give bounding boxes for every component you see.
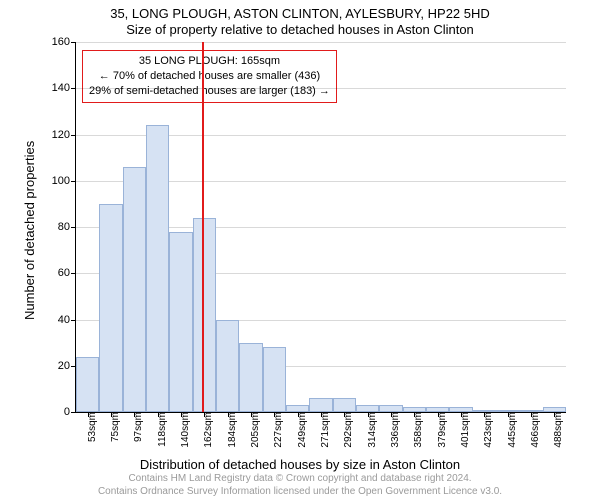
x-tick-label: 271sqm: [320, 412, 331, 448]
x-tick-label: 118sqm: [157, 412, 168, 447]
x-tick-label: 227sqm: [273, 412, 284, 448]
y-tick: [71, 181, 76, 182]
y-tick-label: 40: [58, 314, 70, 326]
footer-line2: Contains Ordnance Survey Information lic…: [0, 486, 600, 499]
x-tick-label: 184sqm: [227, 412, 238, 448]
annotation-line2: ← 70% of detached houses are smaller (43…: [89, 69, 330, 84]
histogram-bar: [99, 204, 122, 412]
x-tick-label: 336sqm: [390, 412, 401, 448]
y-tick: [71, 273, 76, 274]
y-tick-label: 80: [58, 221, 70, 233]
histogram-bar: [239, 343, 262, 412]
chart-title-line2: Size of property relative to detached ho…: [0, 22, 600, 37]
x-tick-label: 53sqm: [87, 412, 98, 442]
y-tick: [71, 135, 76, 136]
y-tick-label: 100: [52, 175, 70, 187]
histogram-bar: [146, 125, 169, 412]
y-gridline: [76, 88, 566, 89]
marker-line: [202, 42, 204, 412]
y-tick-label: 60: [58, 267, 70, 279]
annotation-line1: 35 LONG PLOUGH: 165sqm: [89, 54, 330, 69]
x-axis-title: Distribution of detached houses by size …: [0, 457, 600, 472]
histogram-bar: [356, 405, 379, 412]
y-gridline: [76, 42, 566, 43]
y-tick-label: 160: [52, 36, 70, 48]
y-tick: [71, 227, 76, 228]
x-tick-label: 75sqm: [110, 412, 121, 442]
histogram-bar: [263, 347, 286, 412]
histogram-bar: [169, 232, 192, 412]
footer-line1: Contains HM Land Registry data © Crown c…: [0, 473, 600, 486]
x-tick-label: 445sqm: [507, 412, 518, 448]
y-axis-title: Number of detached properties: [22, 141, 37, 320]
x-tick-label: 205sqm: [250, 412, 261, 448]
y-tick-label: 120: [52, 129, 70, 141]
y-tick: [71, 42, 76, 43]
x-tick-label: 423sqm: [483, 412, 494, 448]
footer: Contains HM Land Registry data © Crown c…: [0, 473, 600, 498]
annotation-box: 35 LONG PLOUGH: 165sqm ← 70% of detached…: [82, 50, 337, 103]
histogram-bar: [216, 320, 239, 413]
x-tick-label: 466sqm: [530, 412, 541, 448]
x-tick-label: 401sqm: [460, 412, 471, 448]
histogram-bar: [76, 357, 99, 413]
y-tick: [71, 88, 76, 89]
y-tick: [71, 412, 76, 413]
chart-title-line1: 35, LONG PLOUGH, ASTON CLINTON, AYLESBUR…: [0, 6, 600, 21]
histogram-bar: [193, 218, 216, 412]
x-tick-label: 140sqm: [180, 412, 191, 448]
plot-area: 35 LONG PLOUGH: 165sqm ← 70% of detached…: [75, 42, 566, 413]
histogram-bar: [123, 167, 146, 412]
x-tick-label: 379sqm: [437, 412, 448, 448]
x-tick-label: 162sqm: [203, 412, 214, 448]
x-tick-label: 97sqm: [133, 412, 144, 442]
y-tick-label: 140: [52, 82, 70, 94]
x-tick-label: 488sqm: [553, 412, 564, 448]
histogram-bar: [379, 405, 402, 412]
y-tick: [71, 320, 76, 321]
histogram-bar: [286, 405, 309, 412]
x-tick-label: 314sqm: [367, 412, 378, 448]
x-tick-label: 249sqm: [297, 412, 308, 448]
histogram-bar: [309, 398, 332, 412]
histogram-bar: [333, 398, 356, 412]
y-tick-label: 20: [58, 360, 70, 372]
annotation-line3: 29% of semi-detached houses are larger (…: [89, 84, 330, 99]
x-tick-label: 292sqm: [343, 412, 354, 448]
x-tick-label: 358sqm: [413, 412, 424, 448]
chart-page: 35, LONG PLOUGH, ASTON CLINTON, AYLESBUR…: [0, 0, 600, 500]
y-tick-label: 0: [64, 406, 70, 418]
